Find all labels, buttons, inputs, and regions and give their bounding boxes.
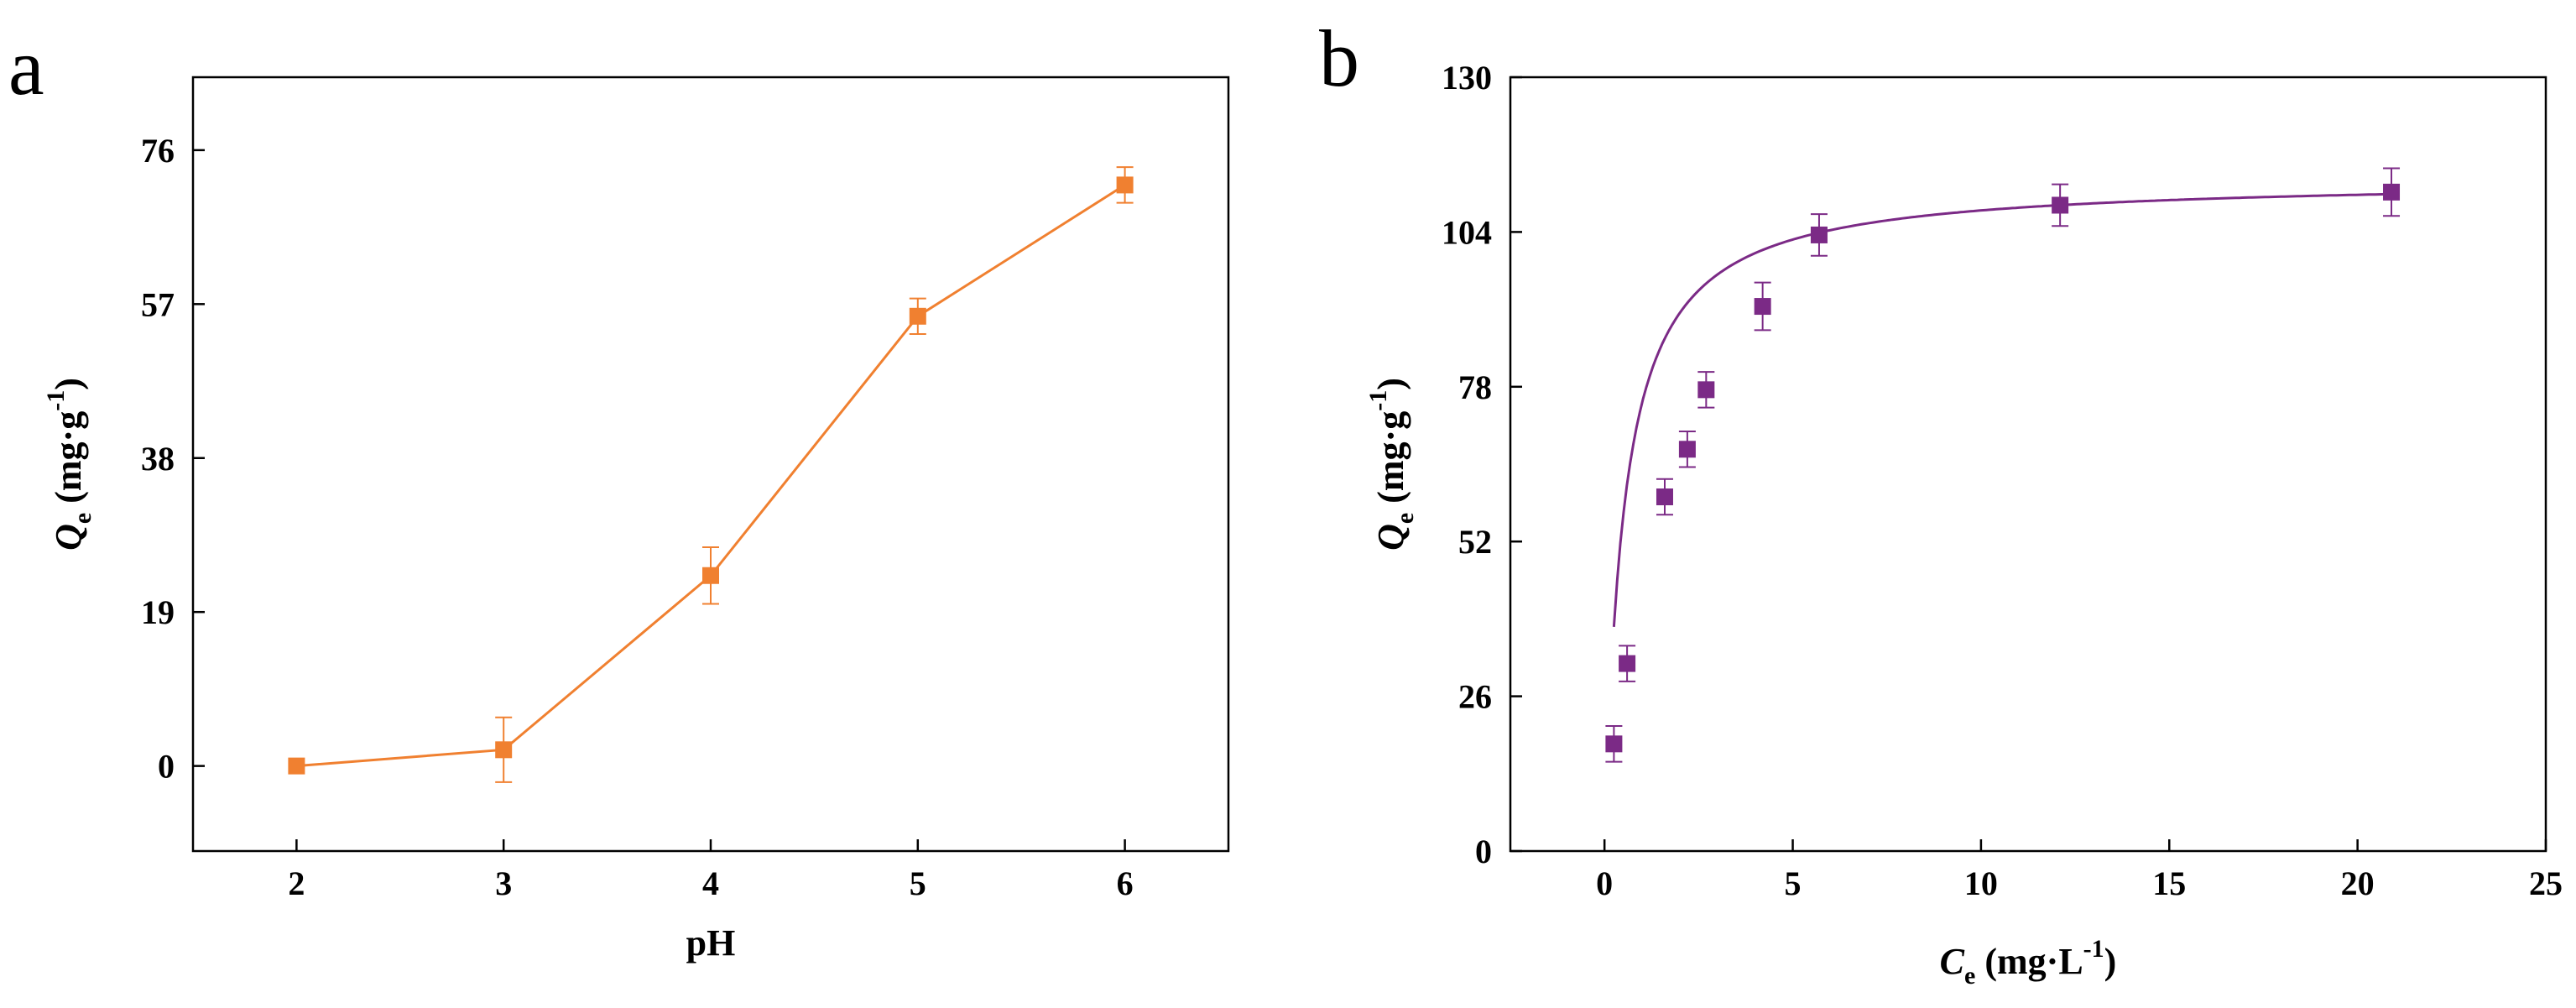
panel-a-data-point [288,757,305,775]
panel-b-x-tick-label: 5 [1785,864,1802,902]
panel-a-x-tick-label: 6 [1117,864,1134,902]
panel-b-x-ticks: 0 5 10 15 20 25 [1596,839,2563,902]
panel-b-y-label-unit: (mg·g [1370,411,1411,513]
panel-b-x-axis-label: Ce (mg·L-1) [1940,935,2117,990]
panel-a-frame [191,76,1230,853]
panel-b-x-label-main: C [1940,941,1965,982]
panel-b-data-point [2052,196,2069,214]
panel-a-y-label-sup: -1 [42,390,70,411]
panel-a-data-point [702,567,719,584]
panel-b-y-axis-label: Qe (mg·g-1) [1364,378,1419,551]
panel-b-x-tick-label: 25 [2529,864,2563,902]
panel-b-data-point [1605,735,1623,753]
panel-a-label: a [8,22,44,112]
panel-a-x-tick-label: 2 [288,864,305,902]
panel-a-y-label-close: ) [48,378,89,390]
panel-a-series-line [296,184,1126,768]
panel-b-x-label-sub: e [1964,962,1975,990]
panel-b-y-tick-label: 52 [1458,523,1492,561]
panel-a-y-tick-label: 0 [158,748,175,786]
panel-b-y-tick-label: 130 [1442,59,1492,97]
panel-b-y-label-sub: e [1391,513,1419,524]
panel-b-data-point [1810,226,1828,243]
panel-b-x-tick-label: 20 [2341,864,2375,902]
panel-a-x-tick-label: 3 [495,864,512,902]
panel-a-x-ticks: 2 3 4 5 6 [288,839,1134,902]
panel-b-data-point [1619,655,1636,672]
panel-b-x-label-unit: (mg·L [1975,941,2083,982]
panel-a-y-ticks: 0 19 38 57 76 [141,132,205,786]
panel-a-x-tick-label: 4 [702,864,719,902]
panel-b-data-point [1754,298,1771,316]
panel-b-x-tick-label: 15 [2152,864,2186,902]
panel-b-data-point [1697,381,1715,399]
panel-b-y-tick-label: 104 [1442,213,1492,251]
panel-a-y-tick-label: 19 [141,593,175,631]
panel-b-y-tick-label: 26 [1458,678,1492,716]
panel-b-y-label-close: ) [1370,378,1411,390]
panel-b-y-label-main: Q [1370,524,1411,551]
panel-b-x-tick-label: 10 [1964,864,1998,902]
panel-a-y-tick-label: 76 [141,132,175,170]
panel-a-data-point [909,307,926,325]
panel-b-data-point [1678,441,1696,458]
panel-a-data-point [495,741,513,759]
panel-a-y-axis-label: Qe (mg·g-1) [42,378,96,551]
panel-b-y-tick-label: 0 [1475,833,1492,870]
panel-b-y-tick-label: 78 [1458,368,1492,406]
panel-a-y-tick-label: 38 [141,440,175,478]
panel-b-plot-area [1605,167,2401,763]
panel-a-y-label-unit: (mg·g [48,411,89,513]
panel-a-x-tick-label: 5 [910,864,926,902]
panel-b-label: b [1319,13,1359,103]
panel-b-x-label-sup: -1 [2083,935,2104,963]
panel-a-plot-area [288,166,1134,783]
panel-a-x-axis-label: pH [686,922,736,964]
panel-b-data-point [1656,488,1673,506]
panel-a-y-label-sub: e [69,513,96,524]
panel-b-data-point [2383,183,2401,201]
panel-b-y-ticks: 0 26 52 78 104 130 [1442,59,1522,870]
panel-a-y-label-main: Q [48,524,89,551]
panel-b-fit-curve [1612,192,2392,628]
panel-b-y-label-sup: -1 [1364,390,1392,411]
panel-a: a 2 3 4 5 6 0 19 38 57 76 pH Qe (mg·g-1) [8,22,1230,964]
panel-a-y-tick-label: 57 [141,285,175,323]
panel-a-data-point [1116,176,1134,194]
panel-b-frame [1509,76,2547,853]
panel-b-x-tick-label: 0 [1596,864,1613,902]
panel-b-x-label-close: ) [2104,941,2117,982]
